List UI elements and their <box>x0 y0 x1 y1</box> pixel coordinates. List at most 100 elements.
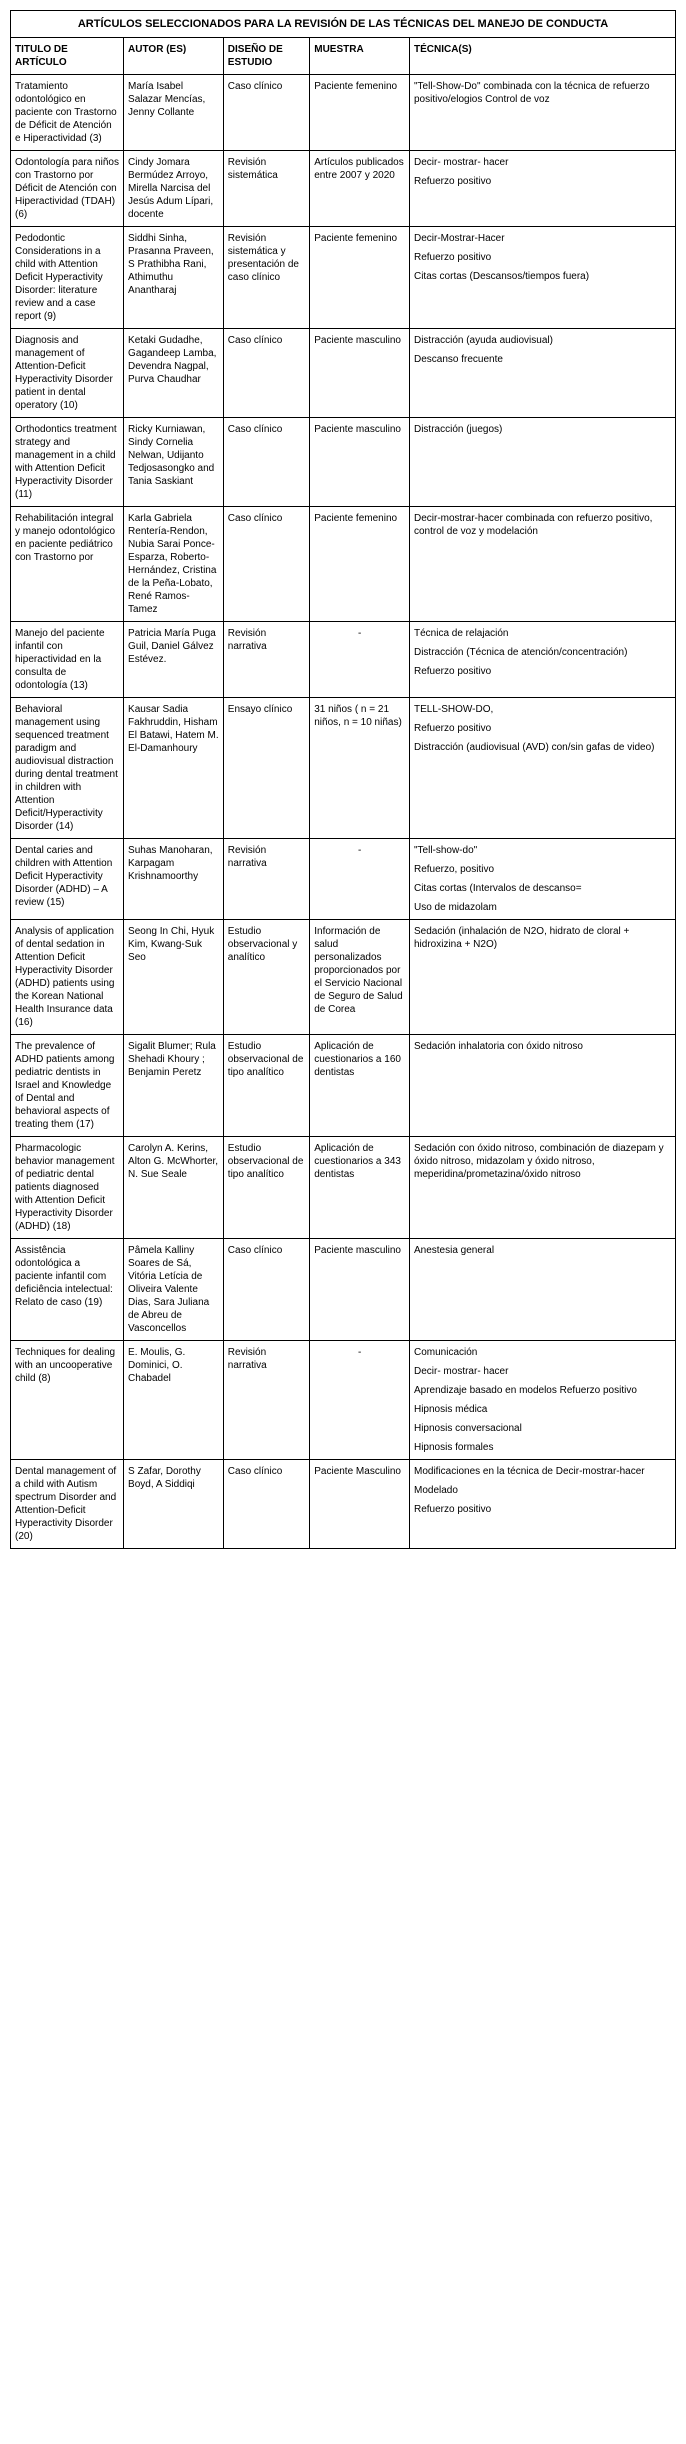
cell-author: Carolyn A. Kerins, Alton G. McWhorter, N… <box>124 1137 224 1239</box>
technique-item: Citas cortas (Intervalos de descanso= <box>414 882 671 895</box>
table-title: ARTÍCULOS SELECCIONADOS PARA LA REVISIÓN… <box>11 11 676 38</box>
cell-author: Kausar Sadia Fakhruddin, Hisham El Bataw… <box>124 698 224 839</box>
table-row: Pharmacologic behavior management of ped… <box>11 1137 676 1239</box>
header-technique: TÉCNICA(S) <box>409 38 675 75</box>
technique-item: Descanso frecuente <box>414 353 671 366</box>
cell-design: Revisión narrativa <box>223 622 309 698</box>
technique-item: Distracción (Técnica de atención/concent… <box>414 646 671 659</box>
technique-item: TELL-SHOW-DO, <box>414 703 671 716</box>
cell-technique: Sedación con óxido nitroso, combinación … <box>409 1137 675 1239</box>
cell-design: Revisión narrativa <box>223 839 309 920</box>
cell-title: Techniques for dealing with an uncoopera… <box>11 1341 124 1460</box>
cell-author: Ricky Kurniawan, Sindy Cornelia Nelwan, … <box>124 418 224 507</box>
cell-author: Seong In Chi, Hyuk Kim, Kwang-Suk Seo <box>124 920 224 1035</box>
cell-technique: Sedación inhalatoria con óxido nitroso <box>409 1035 675 1137</box>
cell-title: Assistência odontológica a paciente infa… <box>11 1239 124 1341</box>
technique-item: Anestesia general <box>414 1244 671 1257</box>
technique-item: Hipnosis médica <box>414 1403 671 1416</box>
cell-technique: Distracción (ayuda audiovisual) Descanso … <box>409 329 675 418</box>
cell-title: Orthodontics treatment strategy and mana… <box>11 418 124 507</box>
cell-technique: TELL-SHOW-DO, Refuerzo positivo Distracció… <box>409 698 675 839</box>
table-row: Tratamiento odontológico en paciente con… <box>11 75 676 151</box>
cell-author: María Isabel Salazar Mencías, Jenny Coll… <box>124 75 224 151</box>
technique-item: Hipnosis conversacional <box>414 1422 671 1435</box>
cell-design: Revisión narrativa <box>223 1341 309 1460</box>
cell-design: Caso clínico <box>223 1239 309 1341</box>
cell-author: Suhas Manoharan, Karpagam Krishnamoorthy <box>124 839 224 920</box>
cell-sample: Paciente masculino <box>310 1239 410 1341</box>
cell-technique: Decir-Mostrar-HacerRefuerzo positivoCita… <box>409 227 675 329</box>
table-row: Pedodontic Considerations in a child wit… <box>11 227 676 329</box>
cell-design: Ensayo clínico <box>223 698 309 839</box>
technique-item: Refuerzo positivo <box>414 1503 671 1516</box>
cell-sample: - <box>310 622 410 698</box>
table-row: Diagnosis and management of Attention-De… <box>11 329 676 418</box>
cell-title: Pharmacologic behavior management of ped… <box>11 1137 124 1239</box>
technique-item: Modelado <box>414 1484 671 1497</box>
technique-item: Refuerzo positivo <box>414 175 671 188</box>
cell-sample: Paciente masculino <box>310 329 410 418</box>
technique-item: Uso de midazolam <box>414 901 671 914</box>
technique-item: Refuerzo positivo <box>414 251 671 264</box>
cell-sample: Paciente Masculino <box>310 1460 410 1549</box>
table-row: Manejo del paciente infantil con hiperac… <box>11 622 676 698</box>
cell-author: E. Moulis, G. Dominici, O. Chabadel <box>124 1341 224 1460</box>
technique-item: Distracción (audiovisual (AVD) con/sin g… <box>414 741 671 754</box>
table-row: Dental management of a child with Autism… <box>11 1460 676 1549</box>
table-row: Behavioral management using sequenced tr… <box>11 698 676 839</box>
technique-item: Distracción (ayuda audiovisual) <box>414 334 671 347</box>
table-row: Rehabilitación integral y manejo odontol… <box>11 507 676 622</box>
cell-sample: - <box>310 1341 410 1460</box>
technique-item: Distracción (juegos) <box>414 423 671 436</box>
cell-title: The prevalence of ADHD patients among pe… <box>11 1035 124 1137</box>
cell-design: Caso clínico <box>223 418 309 507</box>
cell-author: Siddhi Sinha, Prasanna Praveen, S Prathi… <box>124 227 224 329</box>
cell-design: Revisión sistemática <box>223 151 309 227</box>
header-design: DISEÑO DE ESTUDIO <box>223 38 309 75</box>
cell-sample: Artículos publicados entre 2007 y 2020 <box>310 151 410 227</box>
cell-author: Pâmela Kalliny Soares de Sá, Vitória Let… <box>124 1239 224 1341</box>
technique-item: Hipnosis formales <box>414 1441 671 1454</box>
cell-title: Dental management of a child with Autism… <box>11 1460 124 1549</box>
cell-technique: "Tell-Show-Do" combinada con la técnica … <box>409 75 675 151</box>
cell-author: Cindy Jomara Bermúdez Arroyo, Mirella Na… <box>124 151 224 227</box>
technique-item: Refuerzo positivo <box>414 665 671 678</box>
cell-sample: 31 niños ( n = 21 niños, n = 10 niñas) <box>310 698 410 839</box>
cell-title: Behavioral management using sequenced tr… <box>11 698 124 839</box>
cell-design: Caso clínico <box>223 1460 309 1549</box>
table-row: The prevalence of ADHD patients among pe… <box>11 1035 676 1137</box>
cell-design: Estudio observacional y analítico <box>223 920 309 1035</box>
technique-item: Comunicación <box>414 1346 671 1359</box>
cell-design: Estudio observacional de tipo analítico <box>223 1137 309 1239</box>
technique-item: Modificaciones en la técnica de Decir-mo… <box>414 1465 671 1478</box>
cell-sample: - <box>310 839 410 920</box>
articles-table: ARTÍCULOS SELECCIONADOS PARA LA REVISIÓN… <box>10 10 676 1549</box>
cell-author: Sigalit Blumer; Rula Shehadi Khoury ; Be… <box>124 1035 224 1137</box>
technique-item: "Tell-show-do" <box>414 844 671 857</box>
technique-item: Decir-mostrar-hacer combinada con refuer… <box>414 512 671 538</box>
cell-sample: Información de salud personalizados prop… <box>310 920 410 1035</box>
cell-technique: Anestesia general <box>409 1239 675 1341</box>
technique-item: Decir- mostrar- hacer <box>414 156 671 169</box>
cell-title: Diagnosis and management of Attention-De… <box>11 329 124 418</box>
cell-title: Odontología para niños con Trastorno por… <box>11 151 124 227</box>
technique-item: Refuerzo positivo <box>414 722 671 735</box>
cell-title: Pedodontic Considerations in a child wit… <box>11 227 124 329</box>
cell-technique: Técnica de relajaciónDistracción (Técnic… <box>409 622 675 698</box>
cell-title: Rehabilitación integral y manejo odontol… <box>11 507 124 622</box>
cell-technique: ComunicaciónDecir- mostrar- hacerAprendi… <box>409 1341 675 1460</box>
cell-title: Analysis of application of dental sedati… <box>11 920 124 1035</box>
table-row: Analysis of application of dental sedati… <box>11 920 676 1035</box>
technique-item: Sedación (inhalación de N2O, hidrato de … <box>414 925 671 951</box>
cell-design: Caso clínico <box>223 329 309 418</box>
technique-item: "Tell-Show-Do" combinada con la técnica … <box>414 80 671 106</box>
cell-sample: Paciente femenino <box>310 507 410 622</box>
header-author: AUTOR (ES) <box>124 38 224 75</box>
cell-sample: Aplicación de cuestionarios a 160 dentis… <box>310 1035 410 1137</box>
header-sample: MUESTRA <box>310 38 410 75</box>
table-row: Assistência odontológica a paciente infa… <box>11 1239 676 1341</box>
cell-author: S Zafar, Dorothy Boyd, A Siddiqi <box>124 1460 224 1549</box>
technique-item: Citas cortas (Descansos/tiempos fuera) <box>414 270 671 283</box>
header-row: TITULO DE ARTÍCULO AUTOR (ES) DISEÑO DE … <box>11 38 676 75</box>
cell-technique: Decir-mostrar-hacer combinada con refuer… <box>409 507 675 622</box>
